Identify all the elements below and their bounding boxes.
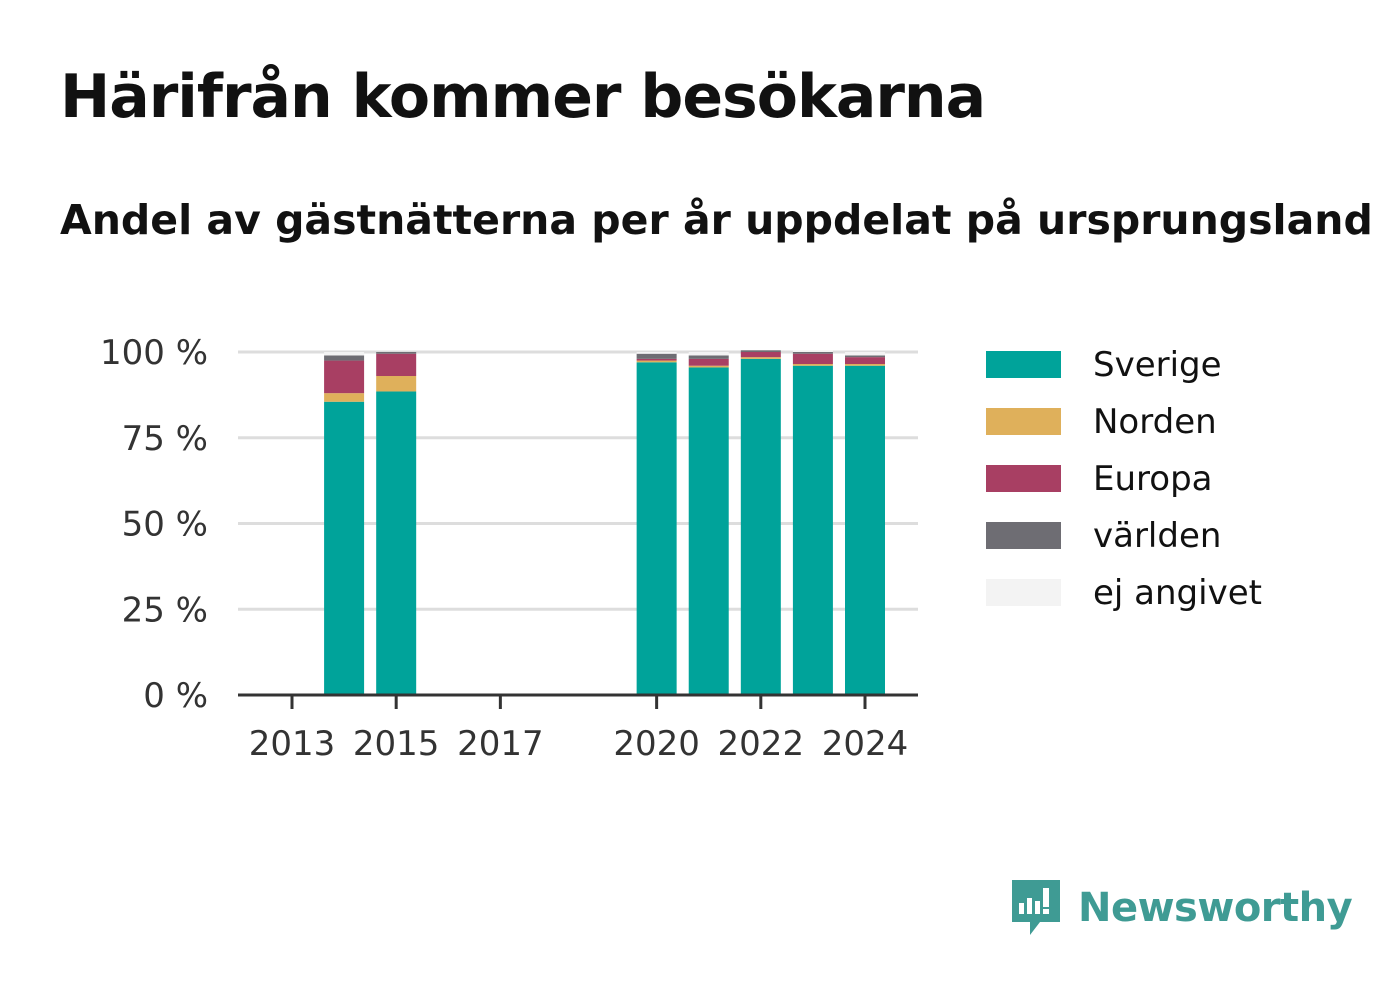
bar-segment-europa (688, 358, 729, 366)
legend-label: Sverige (1093, 344, 1222, 385)
bar-segment-europa (792, 353, 833, 365)
bar-segment-ej-angivet (636, 352, 677, 354)
x-tick-label: 2024 (822, 724, 909, 764)
bar-segment-världen (376, 352, 417, 354)
bar-segment-världen (688, 355, 729, 359)
bar-segment-europa (324, 360, 365, 394)
bar-segment-sverige (376, 391, 417, 695)
bar-segment-norden (636, 360, 677, 363)
legend-swatch (986, 465, 1061, 492)
y-tick-label: 100 % (100, 333, 208, 373)
newsworthy-chart-bubble-icon (1012, 880, 1060, 935)
x-tick-label: 2022 (718, 724, 805, 764)
bar-segment-världen (324, 355, 365, 361)
legend-label: världen (1093, 515, 1222, 556)
legend-swatch (986, 351, 1061, 378)
y-tick-label: 75 % (122, 419, 208, 459)
bar-segment-norden (740, 357, 781, 359)
legend-item: ej angivet (986, 564, 1262, 621)
bar-segment-världen (792, 352, 833, 354)
x-tick-label: 2015 (353, 724, 440, 764)
bar-segment-sverige (688, 367, 729, 695)
legend-item: världen (986, 507, 1262, 564)
bar-segment-världen (845, 355, 885, 358)
y-tick-label: 50 % (122, 505, 208, 545)
bar-segment-sverige (636, 362, 677, 695)
bar-segment-europa (636, 358, 677, 361)
legend-item: Europa (986, 450, 1262, 507)
bar-segment-norden (845, 364, 885, 366)
bar-segment-ej-angivet (324, 352, 365, 356)
bar-segment-ej-angivet (845, 352, 885, 356)
legend-item: Norden (986, 393, 1262, 450)
bar-segment-sverige (792, 365, 833, 695)
bar-segment-norden (688, 365, 729, 368)
axes: 0 % 25 % 50 % 75 % 100 % 2013 2015 2017 2020 2022… (100, 333, 918, 764)
y-tick-label: 0 % (143, 676, 208, 716)
legend-item: Sverige (986, 336, 1262, 393)
x-tick-label: 2020 (613, 724, 700, 764)
brand-logo: Newsworthy (1010, 878, 1353, 938)
legend-swatch (986, 408, 1061, 435)
legend-label: Norden (1093, 401, 1217, 442)
chart-subtitle: Andel av gästnätterna per år uppdelat på… (60, 196, 1373, 244)
bar-segment-sverige (845, 365, 885, 695)
y-tick-label: 25 % (122, 590, 208, 630)
bar-segment-ej-angivet (792, 350, 833, 352)
legend-label: Europa (1093, 458, 1213, 499)
bar-segment-norden (376, 376, 417, 392)
bar-segment-sverige (324, 401, 365, 695)
chart-title: Härifrån kommer besökarna (60, 62, 986, 132)
legend-swatch (986, 522, 1061, 549)
x-tick-label: 2017 (457, 724, 544, 764)
legend: Sverige Norden Europa världen ej angivet (986, 336, 1262, 621)
bar-segment-europa (376, 353, 417, 377)
legend-label: ej angivet (1093, 572, 1262, 613)
bars (324, 350, 885, 695)
bar-segment-europa (740, 352, 781, 358)
x-tick-label: 2013 (249, 724, 336, 764)
bar-segment-världen (740, 350, 781, 352)
bar-segment-sverige (740, 358, 781, 695)
bar-segment-europa (845, 357, 885, 365)
legend-swatch (986, 579, 1061, 606)
bar-segment-norden (792, 364, 833, 366)
bar-segment-ej-angivet (688, 352, 729, 356)
bar-segment-världen (636, 353, 677, 359)
bar-segment-norden (324, 393, 365, 402)
brand-name: Newsworthy (1078, 885, 1353, 931)
